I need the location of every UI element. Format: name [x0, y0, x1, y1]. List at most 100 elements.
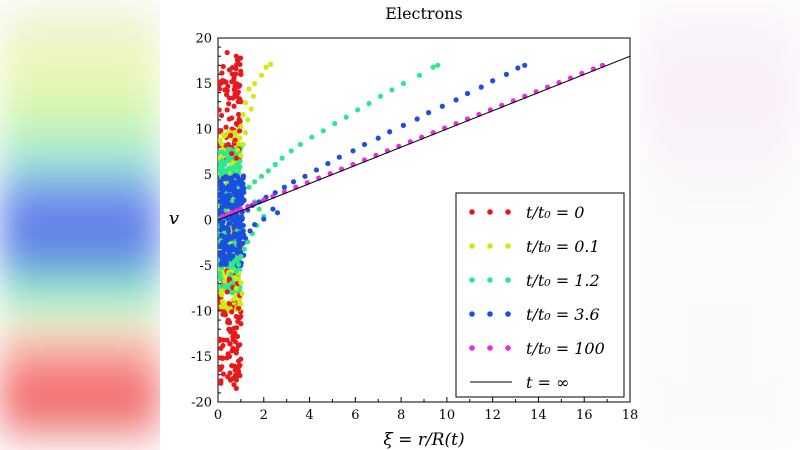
data-point-cloud [231, 183, 238, 189]
data-point-series-0 [224, 337, 230, 343]
legend-dot-marker [469, 311, 475, 317]
data-point-series-0 [229, 115, 235, 121]
data-point-cloud [219, 204, 225, 210]
data-point-cloud [220, 223, 226, 230]
data-point-cloud [240, 188, 246, 194]
data-point-series-3 [387, 129, 393, 135]
data-point-series-0 [222, 87, 228, 93]
legend-dot-marker [487, 345, 493, 351]
data-point-cloud [229, 264, 235, 270]
data-point-cloud [229, 71, 235, 77]
data-point-cloud [239, 216, 245, 222]
blurred-background-right [640, 0, 800, 450]
data-point-series-1 [240, 111, 246, 118]
data-point-series-2 [279, 155, 285, 161]
data-point-series-1 [233, 285, 239, 291]
data-point-cloud [230, 217, 236, 223]
data-point-cloud [229, 243, 235, 249]
data-point-series-3 [425, 110, 432, 116]
data-point-cloud [218, 164, 223, 171]
data-point-cloud [218, 276, 224, 282]
data-point-series-1 [263, 64, 269, 70]
data-point-cloud [218, 149, 222, 155]
data-point-cloud [237, 181, 243, 187]
data-point-series-1 [242, 100, 249, 106]
legend-box [455, 192, 625, 398]
y-tick-label: 20 [195, 32, 212, 47]
data-point-series-3 [325, 160, 331, 167]
data-point-series-2 [288, 148, 294, 154]
data-point-series-1 [232, 275, 238, 281]
data-point-cloud [218, 290, 224, 296]
data-point-cloud [218, 112, 225, 119]
data-point-cloud [219, 259, 225, 265]
data-point-series-2 [366, 100, 372, 107]
data-point-cloud [223, 92, 230, 98]
legend-dot-marker [505, 311, 511, 317]
data-point-cloud [218, 86, 223, 92]
data-point-series-2 [332, 120, 338, 127]
data-point-series-0 [227, 329, 234, 335]
data-point-cloud [241, 197, 247, 203]
data-point-series-0 [237, 342, 243, 348]
x-tick-label: 0 [214, 408, 222, 423]
data-point-series-2 [233, 268, 239, 274]
y-tick-label: -15 [191, 350, 212, 365]
data-point-cloud [237, 248, 244, 255]
data-point-series-2 [377, 93, 384, 99]
data-point-series-0 [234, 333, 241, 340]
data-point-cloud [223, 203, 229, 209]
data-point-series-3 [439, 103, 445, 109]
data-point-series-1 [248, 106, 254, 112]
data-point-cloud [235, 221, 241, 228]
data-point-cloud [240, 240, 246, 246]
data-point-series-0 [223, 124, 229, 130]
x-tick-label: 6 [351, 408, 359, 423]
data-point-cloud [218, 304, 224, 310]
data-point-series-0 [236, 111, 242, 118]
data-point-series-2 [320, 128, 326, 134]
data-point-cloud [234, 216, 240, 222]
data-point-cloud [220, 132, 226, 138]
legend-dot-marker [487, 311, 493, 317]
data-point-series-3 [274, 210, 281, 216]
legend-dot-marker [469, 277, 475, 283]
data-point-cloud [218, 128, 224, 134]
data-point-series-0 [236, 60, 242, 67]
data-point-series-0 [234, 373, 241, 379]
data-point-cloud [229, 289, 235, 296]
data-point-series-0 [229, 79, 235, 85]
legend-dot-marker [469, 345, 475, 351]
data-point-series-1 [237, 301, 243, 307]
y-axis-label: v [169, 208, 179, 229]
data-point-series-3 [375, 135, 381, 141]
y-tick-label: 15 [195, 77, 212, 92]
data-point-series-1 [239, 291, 245, 297]
data-point-cloud [225, 195, 231, 202]
data-point-cloud [218, 249, 223, 256]
data-point-series-1 [238, 123, 244, 129]
x-tick-label: 10 [439, 408, 456, 423]
data-point-series-0 [224, 289, 230, 295]
data-point-series-2 [309, 134, 315, 140]
data-point-series-1 [250, 93, 257, 99]
data-point-cloud [220, 188, 226, 194]
x-tick-label: 8 [397, 408, 405, 423]
legend-entry-label: t = ∞ [526, 373, 569, 392]
x-tick-label: 2 [260, 408, 268, 423]
x-tick-label: 16 [576, 408, 593, 423]
data-point-series-2 [272, 161, 278, 168]
data-point-cloud [218, 270, 222, 276]
y-tick-label: 10 [195, 123, 212, 138]
data-point-series-3 [252, 221, 258, 228]
data-point-cloud [219, 158, 225, 164]
data-layer [218, 49, 630, 391]
data-point-series-0 [229, 309, 235, 315]
data-point-series-0 [238, 71, 244, 77]
chart-title: Electrons [385, 4, 462, 23]
data-point-series-2 [400, 80, 406, 87]
legend-dot-marker [505, 345, 511, 351]
data-point-cloud [225, 374, 231, 380]
data-point-series-1 [245, 117, 251, 123]
data-point-cloud [240, 228, 246, 234]
